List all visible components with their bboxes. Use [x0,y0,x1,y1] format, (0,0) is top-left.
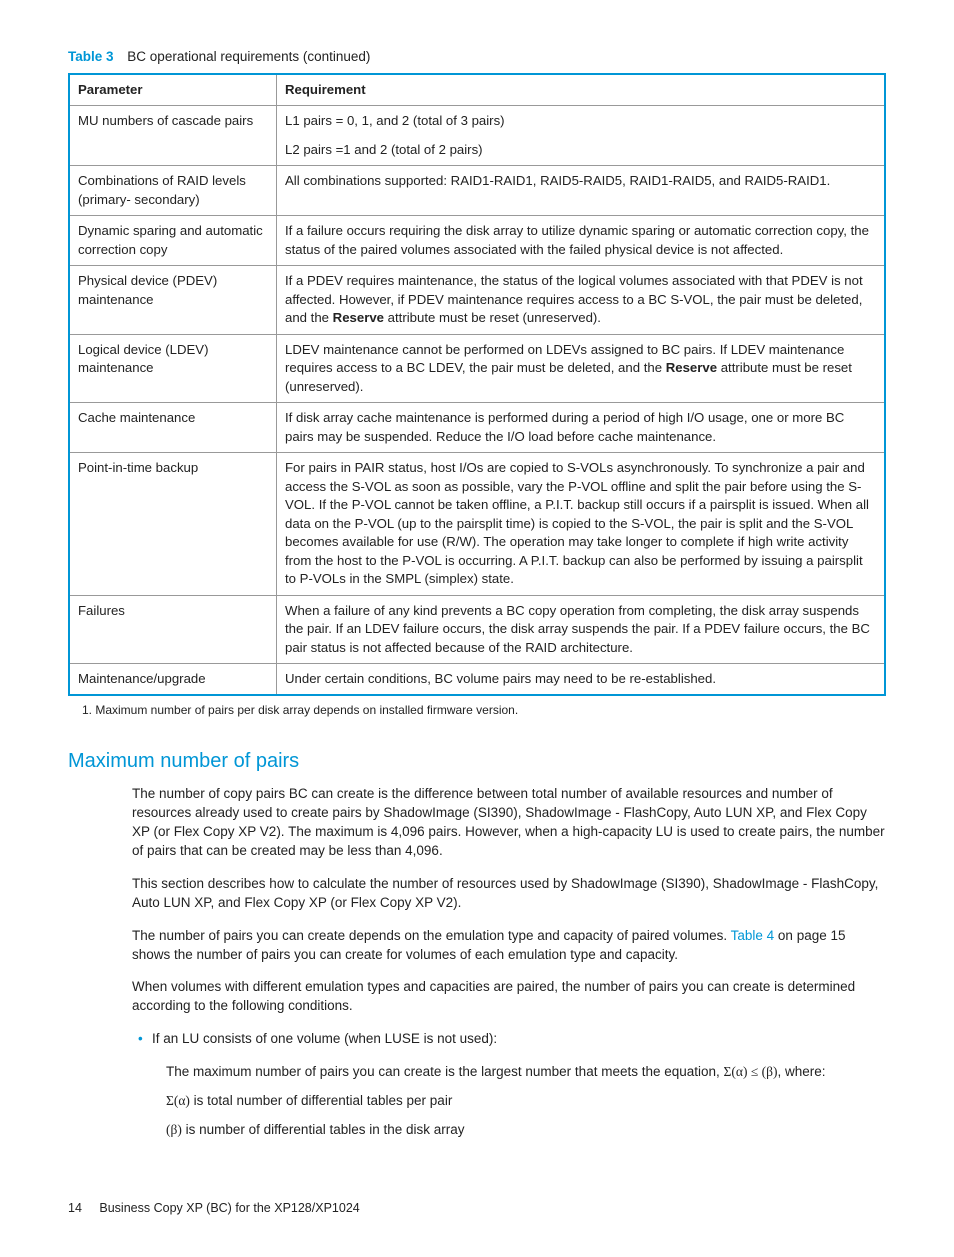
param-cell: Combinations of RAID levels (primary- se… [69,166,277,216]
requirements-table: Parameter Requirement MU numbers of casc… [68,73,886,697]
page-footer: 14 Business Copy XP (BC) for the XP128/X… [68,1200,886,1218]
table-row: Point-in-time backup For pairs in PAIR s… [69,453,885,595]
sub-text: , where: [777,1064,825,1079]
section-heading: Maximum number of pairs [68,747,886,775]
sub-text: The maximum number of pairs you can crea… [166,1064,724,1079]
req-cell: All combinations supported: RAID1-RAID1,… [277,166,886,216]
param-cell: Logical device (LDEV) maintenance [69,334,277,402]
param-cell: Cache maintenance [69,403,277,453]
list-item: If an LU consists of one volume (when LU… [152,1030,886,1049]
page-number: 14 [68,1201,82,1215]
sub-paragraph: (β) is number of differential tables in … [166,1121,886,1140]
req-cell: If a failure occurs requiring the disk a… [277,216,886,266]
table-footnote: 1. Maximum number of pairs per disk arra… [82,702,886,719]
param-cell: Physical device (PDEV) maintenance [69,266,277,334]
header-requirement: Requirement [277,74,886,106]
cross-ref-link[interactable]: Table 4 [731,928,775,943]
req-cell: If a PDEV requires maintenance, the stat… [277,266,886,334]
equation-symbol: Σ(α) [166,1093,190,1108]
table-label: Table 3 [68,49,114,64]
body-paragraph: The number of copy pairs BC can create i… [132,785,886,861]
req-bold: Reserve [666,360,717,375]
table-row: Failures When a failure of any kind prev… [69,595,885,663]
footer-title: Business Copy XP (BC) for the XP128/XP10… [99,1201,359,1215]
table-row: Physical device (PDEV) maintenance If a … [69,266,885,334]
req-cell: If disk array cache maintenance is perfo… [277,403,886,453]
param-cell: Point-in-time backup [69,453,277,595]
param-cell: MU numbers of cascade pairs [69,106,277,166]
sub-paragraph: Σ(α) is total number of differential tab… [166,1092,886,1111]
table-caption: Table 3 BC operational requirements (con… [68,48,886,67]
table-row: MU numbers of cascade pairs L1 pairs = 0… [69,106,885,166]
req-cell: When a failure of any kind prevents a BC… [277,595,886,663]
sub-paragraph: The maximum number of pairs you can crea… [166,1063,886,1082]
param-cell: Maintenance/upgrade [69,664,277,696]
sub-text: is number of differential tables in the … [182,1122,465,1137]
body-paragraph: The number of pairs you can create depen… [132,927,886,965]
table-header-row: Parameter Requirement [69,74,885,106]
table-row: Combinations of RAID levels (primary- se… [69,166,885,216]
req-cell: Under certain conditions, BC volume pair… [277,664,886,696]
req-cell: For pairs in PAIR status, host I/Os are … [277,453,886,595]
body-paragraph: This section describes how to calculate … [132,875,886,913]
table-row: Logical device (LDEV) maintenance LDEV m… [69,334,885,402]
req-cell: LDEV maintenance cannot be performed on … [277,334,886,402]
body-paragraph: When volumes with different emulation ty… [132,978,886,1016]
table-caption-text: BC operational requirements (continued) [127,49,370,64]
table-row: Dynamic sparing and automatic correction… [69,216,885,266]
sub-text: is total number of differential tables p… [190,1093,452,1108]
header-parameter: Parameter [69,74,277,106]
req-line: L1 pairs = 0, 1, and 2 (total of 3 pairs… [285,112,876,130]
param-cell: Dynamic sparing and automatic correction… [69,216,277,266]
body-text: The number of pairs you can create depen… [132,928,731,943]
param-cell: Failures [69,595,277,663]
table-row: Cache maintenance If disk array cache ma… [69,403,885,453]
equation-symbol: (β) [166,1122,182,1137]
table-row: Maintenance/upgrade Under certain condit… [69,664,885,696]
equation: Σ(α) ≤ (β) [724,1064,778,1079]
req-line: L2 pairs =1 and 2 (total of 2 pairs) [285,141,876,159]
req-bold: Reserve [333,310,384,325]
req-text: attribute must be reset (unreserved). [384,310,601,325]
conditions-list: If an LU consists of one volume (when LU… [152,1030,886,1049]
req-cell: L1 pairs = 0, 1, and 2 (total of 3 pairs… [277,106,886,166]
